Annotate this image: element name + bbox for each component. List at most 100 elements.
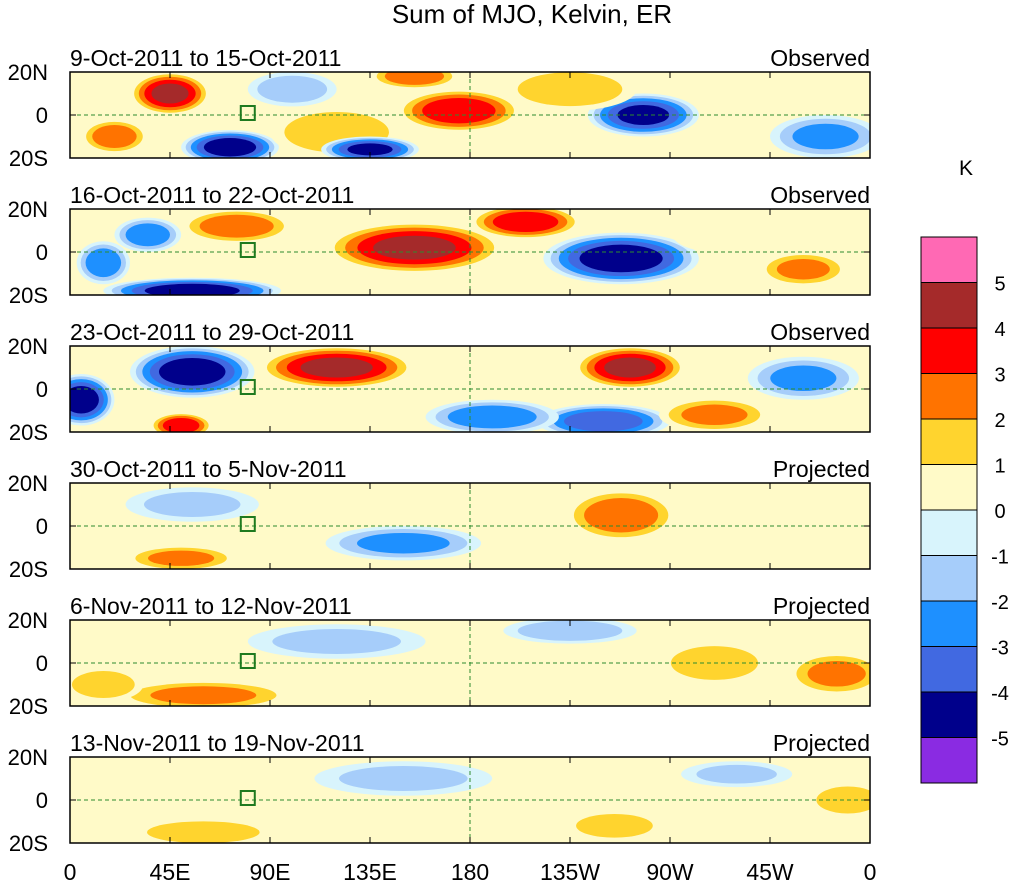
anomaly-contour <box>604 357 656 378</box>
region-box <box>239 105 256 121</box>
colorbar-swatch <box>920 600 978 647</box>
anomaly-contour <box>579 244 663 273</box>
anomaly-contour <box>670 209 759 252</box>
anomaly-contour <box>517 620 623 641</box>
y-tick-label: 20S <box>9 420 48 445</box>
colorbar-label: -3 <box>991 638 1009 660</box>
y-tick-label: 0 <box>36 514 48 539</box>
anomaly-contour <box>564 411 643 432</box>
colorbar-swatch <box>920 509 978 556</box>
colorbar-swatch <box>920 418 978 465</box>
x-tick-label: 45W <box>746 859 794 885</box>
panel-3: 20N 0 20S 23-Oct-2011 to 29-Oct-2011 Observe… <box>8 319 871 445</box>
anomaly-contour <box>158 358 226 386</box>
colorbar-label: 3 <box>994 365 1005 387</box>
anomaly-contour <box>576 813 653 838</box>
panels: 20N 0 20S 9-Oct-2011 to 15-Oct-2011 Observed… <box>8 45 871 856</box>
anomaly-contour <box>150 686 257 705</box>
contour-field <box>125 761 870 843</box>
panel-status: Observed <box>770 45 870 71</box>
anomaly-contour <box>447 405 537 429</box>
anomaly-contour <box>199 214 274 238</box>
anomaly-contour <box>681 526 793 569</box>
region-box <box>239 379 256 395</box>
panel-date-range: 13-Nov-2011 to 19-Nov-2011 <box>70 730 365 756</box>
contour-field <box>125 487 859 569</box>
contour-field <box>76 209 848 295</box>
anomaly-contour <box>71 671 135 698</box>
colorbar-label: -1 <box>991 547 1009 569</box>
region-box <box>239 242 256 258</box>
anomaly-contour <box>403 671 537 706</box>
anomaly-contour <box>681 404 748 426</box>
panel-date-range: 16-Oct-2011 to 22-Oct-2011 <box>70 182 354 208</box>
anomaly-contour <box>339 766 468 791</box>
colorbar-swatch <box>920 691 978 738</box>
colorbar-swatch <box>920 373 978 420</box>
colorbar-label: -5 <box>991 729 1009 751</box>
y-tick-label: 20N <box>8 745 48 770</box>
anomaly-contour <box>70 385 99 414</box>
x-tick-label: 0 <box>864 859 877 885</box>
anomaly-contour <box>148 550 215 566</box>
y-tick-label: 20N <box>8 471 48 496</box>
y-tick-label: 20N <box>8 608 48 633</box>
panel-status: Projected <box>773 730 870 756</box>
y-tick-label: 0 <box>36 240 48 265</box>
colorbar-swatch <box>920 236 978 283</box>
y-tick-label: 20N <box>8 60 48 85</box>
x-tick-label: 180 <box>451 859 489 885</box>
anomaly-contour <box>143 492 241 517</box>
y-tick-label: 20S <box>9 557 48 582</box>
panel-4: 20N 0 20S 30-Oct-2011 to 5-Nov-2011 Projecte… <box>8 456 871 582</box>
colorbar-swatch <box>920 282 978 329</box>
y-tick-label: 0 <box>36 377 48 402</box>
anomaly-contour <box>492 211 559 233</box>
contour-field <box>81 72 870 158</box>
anomaly-contour <box>770 365 837 392</box>
y-tick-label: 20N <box>8 334 48 359</box>
y-tick-label: 20S <box>9 694 48 719</box>
x-tick-label: 135E <box>343 859 397 885</box>
colorbar-label: 0 <box>994 501 1005 523</box>
panel-6: 20N 0 20S 13-Nov-2011 to 19-Nov-2011 Project… <box>8 730 871 856</box>
colorbar-label: -4 <box>991 683 1009 705</box>
y-tick-label: 20S <box>9 283 48 308</box>
anomaly-contour <box>347 143 393 156</box>
region-box <box>239 516 256 532</box>
panel-status: Projected <box>773 593 870 619</box>
anomaly-contour <box>681 72 793 100</box>
colorbar-swatch <box>920 464 978 511</box>
anomaly-contour <box>272 629 401 654</box>
colorbar-unit: K <box>959 157 973 180</box>
anomaly-contour <box>300 357 373 378</box>
anomaly-contour <box>203 138 257 157</box>
anomaly-contour <box>425 804 559 839</box>
anomaly-contour <box>747 493 859 537</box>
panel-date-range: 9-Oct-2011 to 15-Oct-2011 <box>70 45 341 71</box>
colorbar: 5 4 3 2 1 0 -1 -2 -3 -4 -5 K <box>920 157 1009 784</box>
region-box <box>239 653 256 669</box>
colorbar-swatch <box>920 737 978 784</box>
anomaly-contour <box>373 235 456 260</box>
colorbar-label: 2 <box>994 410 1005 432</box>
anomaly-contour <box>696 764 777 784</box>
anomaly-contour <box>151 83 189 104</box>
x-axis: 0 45E 90E 135E 180 135W 90W 45W 0 <box>64 859 877 885</box>
colorbar-label: -2 <box>991 592 1009 614</box>
anomaly-contour <box>792 123 859 150</box>
anomaly-contour <box>92 125 137 148</box>
anomaly-contour <box>776 258 830 280</box>
anomaly-contour <box>384 72 445 85</box>
colorbar-swatch <box>920 646 978 693</box>
colorbar-label: 5 <box>994 274 1005 296</box>
anomaly-contour <box>584 498 659 533</box>
panel-status: Observed <box>770 182 870 208</box>
panel-1: 20N 0 20S 9-Oct-2011 to 15-Oct-2011 Observed <box>8 45 871 171</box>
region-box <box>239 790 256 806</box>
y-tick-label: 20S <box>9 831 48 856</box>
chart-title: Sum of MJO, Kelvin, ER <box>392 0 672 29</box>
anomaly-contour <box>162 417 200 432</box>
x-tick-label: 45E <box>150 859 191 885</box>
